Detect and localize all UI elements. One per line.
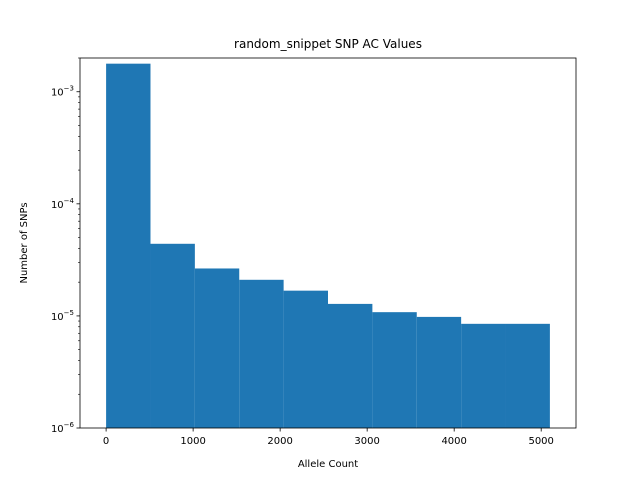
histogram-bar: [461, 323, 506, 428]
x-tick-label: 4000: [441, 436, 466, 447]
histogram-bar: [372, 312, 417, 428]
y-tick-label: 10−6: [51, 421, 75, 435]
y-tick-label: 10−3: [51, 85, 74, 99]
x-tick-label: 0: [103, 436, 109, 447]
histogram-bar: [328, 303, 373, 428]
histogram-bar: [283, 290, 328, 428]
histogram-bar: [106, 63, 151, 429]
histogram-bar: [239, 279, 284, 428]
y-tick-label: 10−4: [51, 197, 75, 211]
x-tick-label: 2000: [267, 436, 292, 447]
y-tick-label: 10−5: [51, 309, 74, 323]
x-axis-ticks: 0 1000 2000 3000 4000 5000: [103, 428, 554, 447]
histogram-bar: [505, 323, 550, 428]
x-tick-label: 1000: [180, 436, 205, 447]
bars-group: [106, 63, 550, 429]
chart-title: random_snippet SNP AC Values: [234, 37, 422, 51]
histogram-bar: [194, 268, 240, 428]
x-axis-label: Allele Count: [298, 459, 358, 470]
x-tick-label: 3000: [354, 436, 379, 447]
plot-frame: [79, 57, 577, 429]
x-tick-label: 5000: [528, 436, 553, 447]
y-axis-label: Number of SNPs: [19, 202, 30, 283]
histogram-bar: [416, 316, 462, 428]
y-axis-ticks: 10−6 10−5 10−4 10−3: [51, 57, 80, 435]
histogram-bar: [150, 243, 195, 428]
